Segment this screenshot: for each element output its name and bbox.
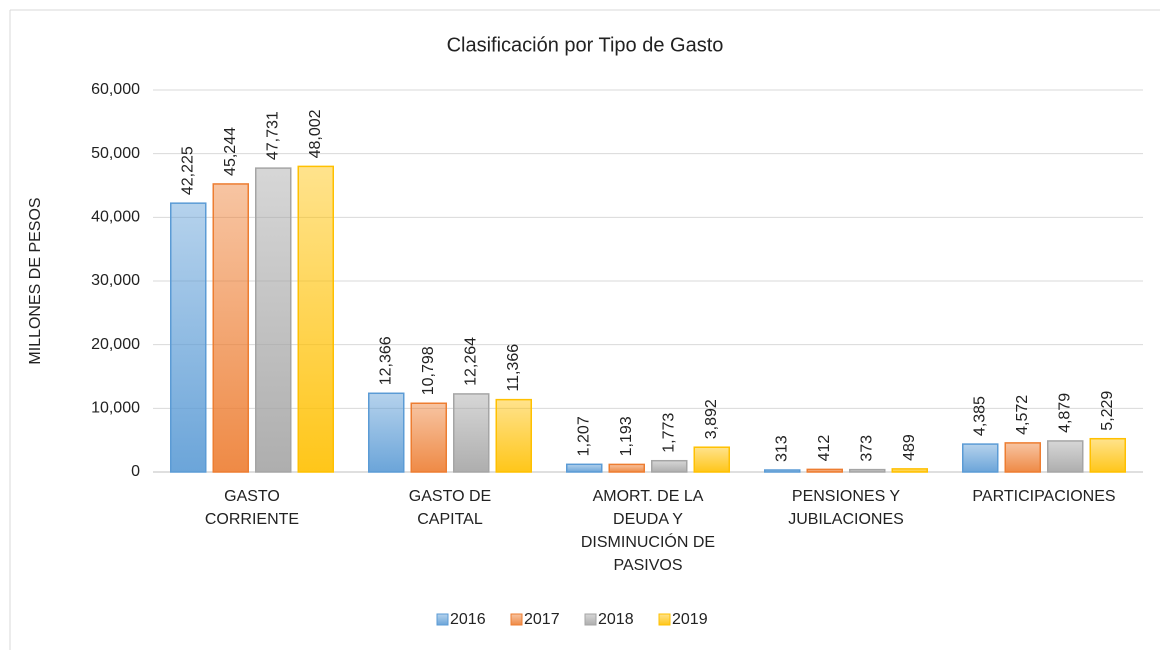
bar	[495, 398, 532, 473]
bar	[453, 393, 490, 473]
value-label: 1,207	[575, 416, 592, 456]
y-tick-label: 40,000	[91, 209, 140, 226]
legend-label: 2018	[598, 611, 634, 628]
value-label: 1,193	[618, 416, 635, 456]
legend-swatch	[510, 613, 523, 626]
value-label: 10,798	[420, 346, 437, 395]
value-label: 42,225	[179, 146, 196, 195]
value-label: 5,229	[1099, 391, 1116, 431]
bar	[410, 402, 447, 473]
value-label: 412	[816, 435, 833, 462]
x-tick-label: CAPITAL	[417, 511, 483, 528]
bar	[212, 183, 249, 473]
x-tick-label: DISMINUCIÓN DE	[581, 532, 715, 551]
x-tick-label: PARTICIPACIONES	[972, 488, 1115, 505]
bar	[255, 167, 292, 473]
bar	[1004, 442, 1041, 473]
x-tick-label: JUBILACIONES	[788, 511, 904, 528]
bar	[608, 463, 645, 473]
y-axis-title: MILLONES DE PESOS	[27, 197, 44, 364]
legend-swatch	[584, 613, 597, 626]
value-label: 373	[858, 435, 875, 462]
bar	[891, 468, 928, 473]
x-tick-label: PASIVOS	[613, 557, 682, 574]
value-label: 48,002	[307, 109, 324, 158]
value-label: 12,366	[377, 336, 394, 385]
legend-swatch	[436, 613, 449, 626]
value-label: 3,892	[703, 399, 720, 439]
bar	[1089, 437, 1126, 473]
value-label: 11,366	[505, 344, 522, 392]
y-tick-label: 20,000	[91, 336, 140, 353]
value-label: 4,572	[1014, 395, 1031, 435]
value-label: 47,731	[264, 111, 281, 160]
chart-title: Clasificación por Tipo de Gasto	[447, 34, 724, 56]
y-tick-label: 10,000	[91, 400, 140, 417]
bar	[297, 165, 334, 473]
x-tick-label: PENSIONES Y	[792, 488, 901, 505]
bar	[806, 468, 843, 473]
bar	[962, 443, 999, 473]
value-label: 4,385	[971, 396, 988, 436]
y-tick-label: 50,000	[91, 145, 140, 162]
bar	[849, 468, 886, 473]
legend-swatch	[658, 613, 671, 626]
x-tick-label: CORRIENTE	[205, 511, 299, 528]
bar	[170, 202, 207, 473]
value-label: 1,773	[660, 413, 677, 453]
bar	[566, 463, 603, 473]
value-label: 45,244	[222, 127, 239, 176]
bar	[1047, 440, 1084, 473]
value-label: 4,879	[1056, 393, 1073, 433]
bar	[693, 446, 730, 473]
y-tick-label: 0	[131, 463, 140, 480]
y-tick-label: 60,000	[91, 81, 140, 98]
x-tick-label: DEUDA Y	[613, 511, 683, 528]
x-tick-label: AMORT. DE LA	[593, 488, 704, 505]
bar	[651, 459, 688, 473]
value-label: 313	[773, 435, 790, 462]
legend-label: 2017	[524, 611, 560, 628]
value-label: 489	[901, 434, 918, 461]
value-label: 12,264	[462, 337, 479, 386]
bar	[368, 392, 405, 473]
x-tick-label: GASTO	[224, 488, 280, 505]
legend-label: 2019	[672, 611, 708, 628]
y-tick-label: 30,000	[91, 272, 140, 289]
bar	[764, 469, 801, 473]
x-tick-label: GASTO DE	[409, 488, 491, 505]
legend-label: 2016	[450, 611, 486, 628]
